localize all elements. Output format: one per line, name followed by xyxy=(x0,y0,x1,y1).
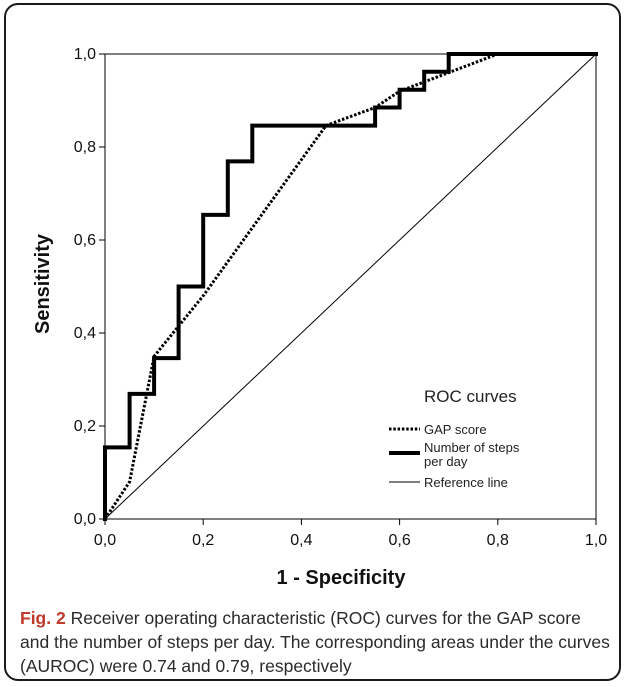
legend-label-gap-score: GAP score xyxy=(424,422,487,437)
plot-area-border xyxy=(104,53,597,520)
roc-chart: 0,0 0,2 0,4 0,6 0,8 1,0 0,0 0,2 0,4 0,6 0,8 1,0 1 -… xyxy=(32,46,607,589)
figure-caption: Fig. 2 Receiver operating characteristic… xyxy=(20,606,610,678)
x-tick-label: 0,4 xyxy=(290,532,312,549)
caption-label: Fig. 2 xyxy=(20,608,66,628)
legend-label-reference: Reference line xyxy=(424,475,508,490)
series-line-number-of-steps-per-day xyxy=(103,52,598,521)
y-tick-label: 0,0 xyxy=(74,511,96,528)
x-tick-label: 0,8 xyxy=(487,532,509,549)
x-tick-label: 0,2 xyxy=(192,532,214,549)
legend-label-steps-line2: per day xyxy=(424,454,468,469)
legend-label-steps-line1: Number of steps xyxy=(424,440,520,455)
legend-title: ROC curves xyxy=(424,387,517,406)
chart-axes xyxy=(104,53,597,520)
x-tick-label: 0,0 xyxy=(94,532,116,549)
y-tick-label: 0,4 xyxy=(74,325,96,342)
caption-text: Receiver operating characteristic (ROC) … xyxy=(20,608,610,676)
x-axis-label: 1 - Specificity xyxy=(277,567,407,589)
x-tick-label: 0,6 xyxy=(388,532,410,549)
figure-frame xyxy=(4,3,621,681)
y-axis-label: Sensitivity xyxy=(32,233,54,334)
y-tick-label: 0,6 xyxy=(74,232,96,249)
series-line-gap-score xyxy=(103,52,596,520)
chart-legend: ROC curves GAP score Number of steps per… xyxy=(389,387,520,490)
chart-lines xyxy=(103,52,598,521)
y-tick-label: 1,0 xyxy=(74,46,96,63)
y-tick-label: 0,2 xyxy=(74,418,96,435)
series-line-reference-line xyxy=(104,53,597,520)
y-tick-label: 0,8 xyxy=(74,139,96,156)
chart-ticks: 0,0 0,2 0,4 0,6 0,8 1,0 0,0 0,2 0,4 0,6 0,8 1,0 xyxy=(74,46,607,549)
x-tick-label: 1,0 xyxy=(585,532,607,549)
